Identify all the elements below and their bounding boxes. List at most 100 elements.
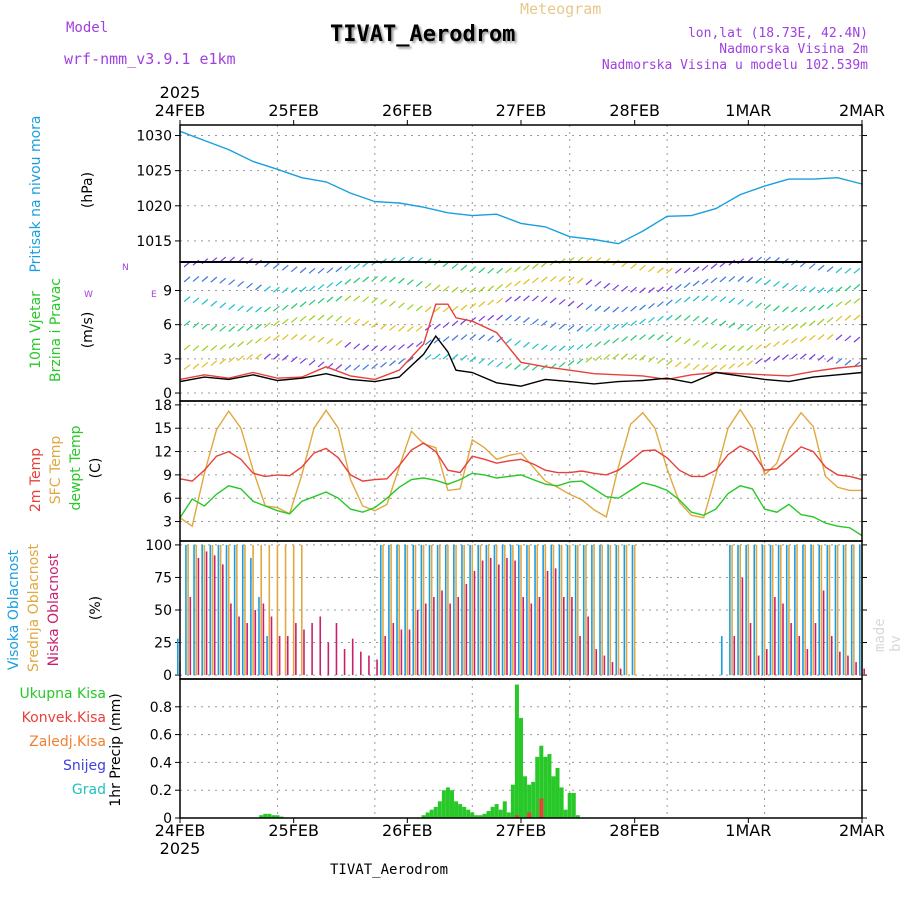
y-tick-label: 0.2 bbox=[150, 783, 172, 799]
precip-bar bbox=[510, 784, 515, 818]
precip-bar bbox=[267, 813, 272, 818]
wind-barb bbox=[264, 353, 271, 360]
wind-barb bbox=[558, 345, 566, 352]
y-tick-label: 0.8 bbox=[150, 700, 172, 716]
wind-barb bbox=[639, 334, 646, 341]
wind-barb bbox=[344, 317, 352, 323]
precip-bar bbox=[498, 809, 503, 818]
wind-barb bbox=[183, 344, 191, 351]
wind-barb bbox=[326, 296, 334, 303]
wind-barb bbox=[621, 306, 629, 313]
wind-barb bbox=[362, 296, 370, 303]
wind-barb bbox=[264, 322, 271, 329]
wind-barb bbox=[790, 306, 798, 313]
wind-barb bbox=[817, 334, 825, 341]
wind-barb bbox=[683, 282, 691, 289]
y-tick-label: 0.6 bbox=[150, 728, 172, 744]
wind-barb bbox=[308, 299, 316, 306]
wind-barb bbox=[657, 286, 664, 293]
precip-bar bbox=[462, 806, 467, 818]
wind-barb bbox=[790, 353, 798, 360]
wind-barb bbox=[773, 341, 780, 348]
wind-barb bbox=[835, 267, 843, 274]
wind-barb bbox=[826, 316, 834, 323]
wind-barb bbox=[585, 304, 593, 311]
wind-barb bbox=[728, 297, 736, 304]
wind-barb bbox=[764, 279, 771, 286]
wind-barb bbox=[272, 286, 280, 293]
wind-barb bbox=[487, 335, 495, 342]
wind-barb bbox=[192, 322, 200, 329]
wind-barb bbox=[308, 314, 316, 321]
wind-barb bbox=[424, 354, 432, 361]
wind-barb bbox=[246, 282, 253, 289]
wind-barb bbox=[648, 303, 655, 309]
wind-barb bbox=[808, 286, 816, 293]
precip-bar bbox=[474, 815, 479, 818]
wind-barb bbox=[487, 299, 495, 306]
wind-barb bbox=[219, 277, 227, 284]
wind-barb bbox=[692, 295, 700, 302]
wind-barb bbox=[710, 277, 718, 284]
wind-barb bbox=[665, 359, 673, 366]
wind-barb bbox=[826, 287, 834, 294]
precip-bar bbox=[575, 815, 580, 818]
wind-barb bbox=[648, 287, 655, 294]
wind-barb bbox=[567, 300, 575, 307]
x-tick-label-top: 26FEB bbox=[382, 101, 433, 120]
wind-barb bbox=[514, 364, 521, 370]
wind-barb bbox=[389, 345, 396, 351]
x-tick-label-top: 2MAR bbox=[839, 101, 885, 120]
wind-barb bbox=[451, 286, 459, 293]
wind-barb bbox=[692, 315, 700, 322]
wind-barb bbox=[424, 339, 432, 346]
wind-barb bbox=[335, 315, 343, 322]
wind-barb bbox=[710, 263, 718, 270]
wind-barb bbox=[442, 336, 450, 343]
wind-barb bbox=[603, 339, 611, 346]
wind-barb bbox=[344, 264, 352, 271]
wind-barb bbox=[192, 345, 200, 352]
wind-barb bbox=[558, 276, 566, 282]
wind-barb bbox=[496, 297, 504, 304]
wind-barb bbox=[335, 364, 343, 370]
wind-barb bbox=[639, 318, 646, 325]
y-tick-label: 0.4 bbox=[150, 755, 172, 771]
elevation-label: Nadmorska Visina 2m bbox=[719, 42, 868, 57]
wind-barb bbox=[264, 306, 271, 313]
wind-barb bbox=[594, 325, 602, 332]
x-tick-label-bottom: 27FEB bbox=[496, 821, 547, 840]
wind-barb bbox=[496, 283, 504, 290]
wind-barb bbox=[630, 353, 637, 360]
wind-barb bbox=[317, 297, 325, 304]
wind-barb bbox=[326, 314, 334, 321]
wind-barb bbox=[808, 353, 816, 360]
wind-barb bbox=[755, 358, 763, 365]
wind-barb bbox=[683, 296, 691, 303]
wind-barb bbox=[701, 341, 709, 348]
precip-bar bbox=[437, 801, 442, 818]
wind-barb bbox=[451, 353, 459, 360]
wind-barb bbox=[514, 315, 521, 322]
wind-barb bbox=[255, 353, 262, 360]
precip-bar bbox=[535, 756, 540, 818]
wind-barb bbox=[746, 344, 754, 351]
wind-barb bbox=[406, 342, 414, 349]
wind-barb bbox=[701, 317, 709, 323]
wind-barb bbox=[737, 276, 745, 282]
pressure-axis-title: Pritisak na nivou mora bbox=[28, 115, 44, 272]
wind-barb bbox=[210, 345, 218, 351]
wind-barb bbox=[701, 364, 709, 371]
x-tick-label-top: 1MAR bbox=[725, 101, 771, 120]
wind-barb bbox=[308, 335, 316, 342]
wind-axis-title-2: Brzina i Pravac bbox=[48, 278, 64, 382]
wind-barb bbox=[808, 263, 816, 270]
wind-barb bbox=[639, 304, 646, 311]
wind-barb bbox=[183, 320, 191, 327]
y-tick-label: 9 bbox=[163, 283, 172, 299]
precip-bar bbox=[454, 801, 459, 818]
precip-bar bbox=[263, 813, 268, 818]
wind-barb bbox=[406, 326, 414, 332]
x-tick-label-bottom: 28FEB bbox=[609, 821, 660, 840]
